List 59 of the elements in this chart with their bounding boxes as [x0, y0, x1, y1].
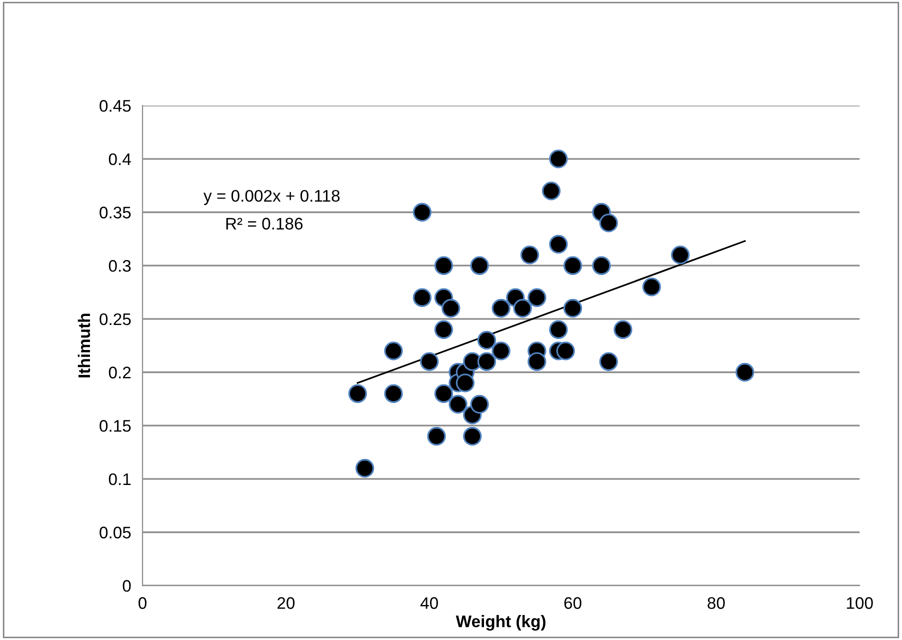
- x-tick-label: 20: [278, 597, 295, 609]
- point: [348, 384, 367, 403]
- point: [549, 150, 568, 168]
- point: [442, 298, 460, 318]
- point: [412, 288, 432, 307]
- point: [492, 342, 510, 360]
- y-tick-label: 0: [122, 580, 131, 592]
- point: [427, 426, 446, 446]
- point: [642, 278, 661, 296]
- annotation: R² = 0.186: [226, 218, 303, 230]
- point: [563, 256, 582, 275]
- point: [528, 352, 546, 371]
- y-tick-label: 0.05: [100, 526, 131, 538]
- point: [384, 384, 403, 403]
- point: [670, 246, 690, 264]
- point: [434, 384, 454, 403]
- point: [563, 298, 582, 318]
- point: [470, 256, 489, 275]
- point: [434, 256, 454, 275]
- point: [614, 320, 632, 339]
- x-tick-label: 40: [420, 597, 438, 609]
- point: [412, 202, 432, 222]
- point: [528, 288, 546, 307]
- point: [599, 352, 618, 371]
- point: [434, 320, 454, 339]
- y-tick-label: 0.25: [100, 313, 131, 326]
- x-axis-title: Weight (kg): [456, 615, 546, 631]
- point: [549, 320, 568, 339]
- x-tick-label: 60: [564, 597, 582, 609]
- point: [492, 298, 510, 318]
- y-tick-label: 0.4: [108, 153, 131, 166]
- y-tick-label: 0.35: [100, 206, 131, 218]
- point: [549, 234, 568, 254]
- point: [592, 256, 611, 275]
- y-tick-label: 0.2: [108, 366, 131, 378]
- annotation: y = 0.002x + 0.118: [204, 190, 340, 206]
- point: [542, 182, 561, 200]
- point: [599, 214, 618, 232]
- point: [456, 374, 475, 392]
- point: [556, 342, 575, 360]
- y-tick-label: 0.1: [108, 473, 131, 486]
- y-tick-label: 0.3: [108, 260, 131, 272]
- x-tick-label: 0: [138, 597, 146, 609]
- point: [736, 362, 754, 382]
- y-tick-label: 0.15: [100, 420, 131, 432]
- point: [448, 394, 468, 414]
- point: [513, 298, 532, 318]
- point: [355, 458, 374, 478]
- y-axis-title: Ithimuth: [78, 314, 90, 378]
- point: [477, 330, 496, 350]
- point: [520, 246, 540, 264]
- point: [420, 352, 439, 371]
- x-tick-label: 100: [846, 597, 873, 609]
- point: [470, 394, 489, 414]
- point: [463, 426, 482, 446]
- x-tick-label: 80: [708, 597, 725, 609]
- point: [477, 352, 496, 371]
- point: [384, 342, 403, 360]
- y-tick-label: 0.45: [100, 100, 131, 112]
